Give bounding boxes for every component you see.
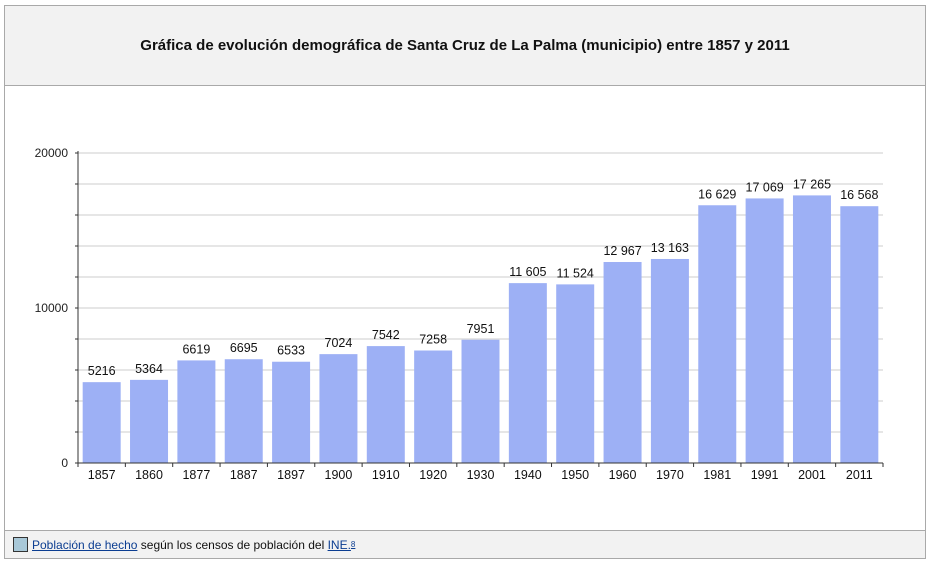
data-label: 7542 bbox=[372, 328, 400, 342]
x-tick-label: 1887 bbox=[230, 468, 258, 482]
chart-area: 0 10000 20000 5216 1857 5364 1860 6619 1877 6695 1… bbox=[5, 86, 925, 531]
y-tick-label: 0 bbox=[61, 456, 68, 470]
data-label: 17 265 bbox=[793, 177, 831, 191]
data-label: 6695 bbox=[230, 341, 258, 355]
legend-description: según los censos de población del bbox=[140, 537, 325, 552]
bar bbox=[508, 283, 547, 463]
chart-title: Gráfica de evolución demográfica de Sant… bbox=[140, 37, 790, 54]
data-label: 16 629 bbox=[698, 187, 736, 201]
x-tick-label: 1857 bbox=[88, 468, 116, 482]
bar bbox=[792, 195, 831, 463]
bar bbox=[319, 354, 358, 463]
data-label: 11 605 bbox=[509, 265, 546, 279]
x-tick-label: 2011 bbox=[846, 468, 873, 482]
bar bbox=[414, 350, 453, 463]
data-label: 12 967 bbox=[603, 244, 641, 258]
x-tick-label: 2001 bbox=[798, 468, 826, 482]
bar bbox=[556, 284, 595, 463]
x-tick-label: 1920 bbox=[419, 468, 447, 482]
x-tick-label: 1900 bbox=[325, 468, 353, 482]
bar bbox=[745, 198, 784, 464]
chart-frame: Gráfica de evolución demográfica de Sant… bbox=[4, 5, 926, 559]
data-label: 16 568 bbox=[840, 188, 878, 202]
x-tick-label: 1910 bbox=[372, 468, 400, 482]
legend-source-link[interactable]: INE. bbox=[327, 537, 351, 552]
bar bbox=[840, 206, 879, 464]
data-label: 11 524 bbox=[557, 266, 594, 280]
x-tick-label: 1950 bbox=[561, 468, 589, 482]
bar bbox=[603, 262, 642, 463]
data-label: 6619 bbox=[182, 342, 210, 356]
bar bbox=[698, 205, 737, 464]
data-label: 7024 bbox=[325, 336, 353, 350]
title-bar: Gráfica de evolución demográfica de Sant… bbox=[5, 6, 925, 86]
bar bbox=[366, 346, 405, 463]
bar bbox=[130, 379, 169, 463]
x-tick-label: 1897 bbox=[277, 468, 305, 482]
data-label: 5216 bbox=[88, 364, 116, 378]
x-tick-label: 1970 bbox=[656, 468, 684, 482]
legend-series-link[interactable]: Población de hecho bbox=[32, 537, 138, 552]
data-label: 7951 bbox=[467, 322, 495, 336]
legend-swatch bbox=[13, 537, 28, 552]
legend: Población de hecho según los censos de p… bbox=[5, 530, 925, 558]
x-tick-label: 1981 bbox=[703, 468, 731, 482]
x-tick-label: 1991 bbox=[751, 468, 779, 482]
x-tick-label: 1960 bbox=[609, 468, 637, 482]
bar bbox=[650, 258, 689, 463]
x-tick-label: 1860 bbox=[135, 468, 163, 482]
y-tick-label: 20000 bbox=[35, 146, 69, 160]
bar bbox=[272, 361, 311, 463]
bar-chart: 0 10000 20000 5216 1857 5364 1860 6619 1877 6695 1… bbox=[35, 146, 884, 482]
bar bbox=[177, 360, 216, 463]
data-label: 17 069 bbox=[746, 180, 784, 194]
data-label: 7258 bbox=[419, 333, 447, 347]
x-tick-label: 1877 bbox=[182, 468, 210, 482]
legend-footnote[interactable]: 8 bbox=[350, 540, 356, 549]
data-label: 5364 bbox=[135, 362, 163, 376]
bar bbox=[461, 339, 500, 463]
bar bbox=[82, 382, 121, 463]
bar bbox=[224, 359, 263, 463]
x-tick-label: 1930 bbox=[467, 468, 495, 482]
data-label: 6533 bbox=[277, 344, 305, 358]
y-tick-label: 10000 bbox=[35, 301, 69, 315]
x-tick-label: 1940 bbox=[514, 468, 542, 482]
data-label: 13 163 bbox=[651, 241, 689, 255]
